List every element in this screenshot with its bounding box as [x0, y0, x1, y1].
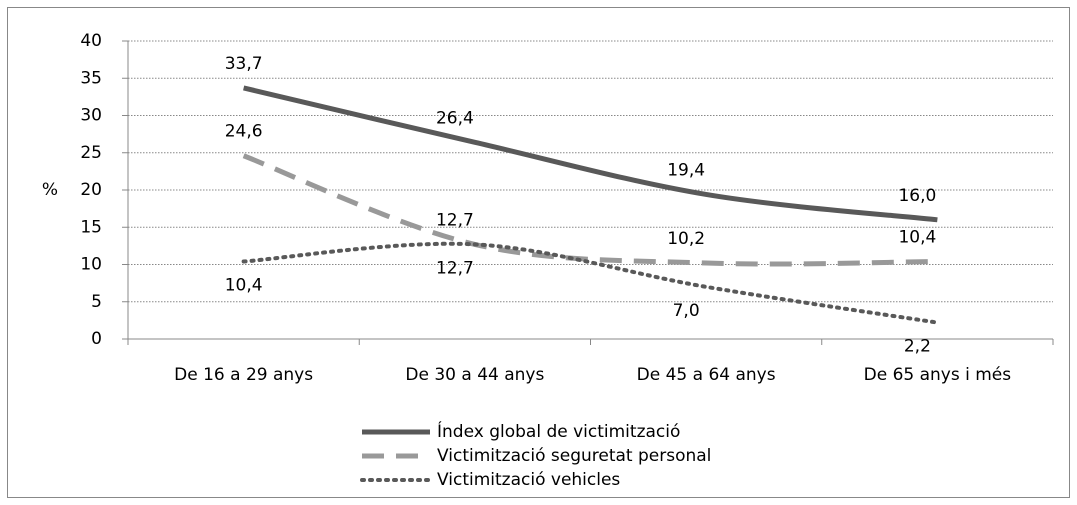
- y-tick-label: 0: [91, 329, 102, 349]
- y-tick-label: 25: [80, 143, 102, 163]
- data-label: 16,0: [898, 186, 936, 206]
- data-label: 10,4: [898, 228, 936, 248]
- series-line: [242, 153, 938, 267]
- y-tick-label: 5: [91, 292, 102, 312]
- series-line: [243, 85, 938, 223]
- y-tick-label: 30: [80, 106, 102, 126]
- y-tick-label: 15: [80, 217, 102, 237]
- legend-label: Victimització seguretat personal: [437, 446, 711, 466]
- data-label: 10,2: [667, 229, 705, 249]
- data-label: 7,0: [673, 301, 700, 321]
- data-label: 12,7: [436, 210, 474, 230]
- x-tick-label: De 16 a 29 anys: [174, 365, 313, 385]
- x-tick-label: De 45 a 64 anys: [637, 365, 776, 385]
- y-tick-label: 40: [80, 31, 102, 51]
- data-label: 19,4: [667, 160, 705, 180]
- data-label: 12,7: [436, 258, 474, 278]
- legend-label: Índex global de victimització: [437, 420, 680, 442]
- legend-label: Victimització vehicles: [437, 470, 620, 490]
- x-tick-label: De 30 a 44 anys: [405, 365, 544, 385]
- data-label: 33,7: [225, 54, 263, 74]
- data-label: 10,4: [225, 276, 263, 296]
- data-label: 2,2: [904, 337, 931, 357]
- series-line: [241, 241, 940, 325]
- y-axis-label: %: [42, 180, 58, 200]
- y-tick-label: 20: [80, 180, 102, 200]
- y-tick-label: 35: [80, 68, 102, 88]
- y-tick-label: 10: [80, 255, 102, 275]
- x-tick-label: De 65 anys i més: [864, 365, 1012, 385]
- data-label: 26,4: [436, 108, 474, 128]
- data-label: 24,6: [225, 122, 263, 142]
